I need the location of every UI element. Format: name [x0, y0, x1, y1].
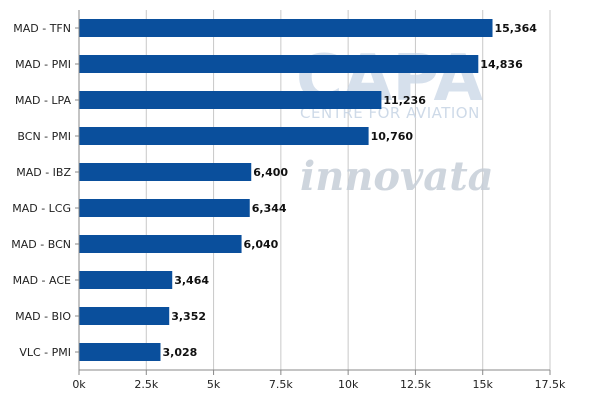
bar	[79, 235, 242, 253]
category-label: MAD - LPA	[15, 94, 72, 107]
x-tick-label: 17.5k	[535, 378, 566, 391]
category-label: MAD - PMI	[15, 58, 71, 71]
bar	[79, 55, 479, 73]
data-label: 15,364	[495, 22, 538, 35]
x-tick-label: 5k	[207, 378, 221, 391]
data-label: 11,236	[383, 94, 426, 107]
data-label: 3,028	[162, 346, 197, 359]
category-label: BCN - PMI	[17, 130, 71, 143]
x-tick-label: 10k	[338, 378, 359, 391]
bar	[79, 163, 252, 181]
bar	[79, 19, 493, 37]
x-tick-label: 2.5k	[134, 378, 158, 391]
category-label: MAD - ACE	[13, 274, 71, 287]
data-label: 6,344	[252, 202, 287, 215]
watermark: CAPA CENTRE FOR AVIATION innovata	[296, 42, 494, 200]
x-tick-label: 7.5k	[269, 378, 293, 391]
data-label: 14,836	[480, 58, 523, 71]
watermark-partner: innovata	[300, 153, 494, 200]
category-label: MAD - BCN	[11, 238, 71, 251]
bar	[79, 271, 173, 289]
category-label: MAD - IBZ	[16, 166, 71, 179]
data-label: 6,400	[253, 166, 288, 179]
category-label: MAD - LCG	[12, 202, 71, 215]
bar	[79, 127, 369, 145]
axes: 0k 2.5k 5k 7.5k 10k 12.5k 15k 17.5k MAD - TFN MAD…	[11, 10, 566, 391]
x-tick-label: 0k	[72, 378, 86, 391]
category-label: MAD - TFN	[13, 22, 71, 35]
data-label: 3,352	[171, 310, 206, 323]
bars: 15,364 14,836 11,236 10,760 6,400 6,344 6,040 3…	[79, 19, 537, 361]
bar	[79, 91, 382, 109]
bar	[79, 343, 161, 361]
data-label: 3,464	[174, 274, 209, 287]
x-tick-label: 12.5k	[400, 378, 431, 391]
data-label: 10,760	[371, 130, 414, 143]
bar	[79, 307, 170, 325]
category-label: MAD - BIO	[15, 310, 71, 323]
data-label: 6,040	[244, 238, 279, 251]
category-label: VLC - PMI	[19, 346, 71, 359]
x-tick-label: 15k	[473, 378, 494, 391]
bar	[79, 199, 250, 217]
